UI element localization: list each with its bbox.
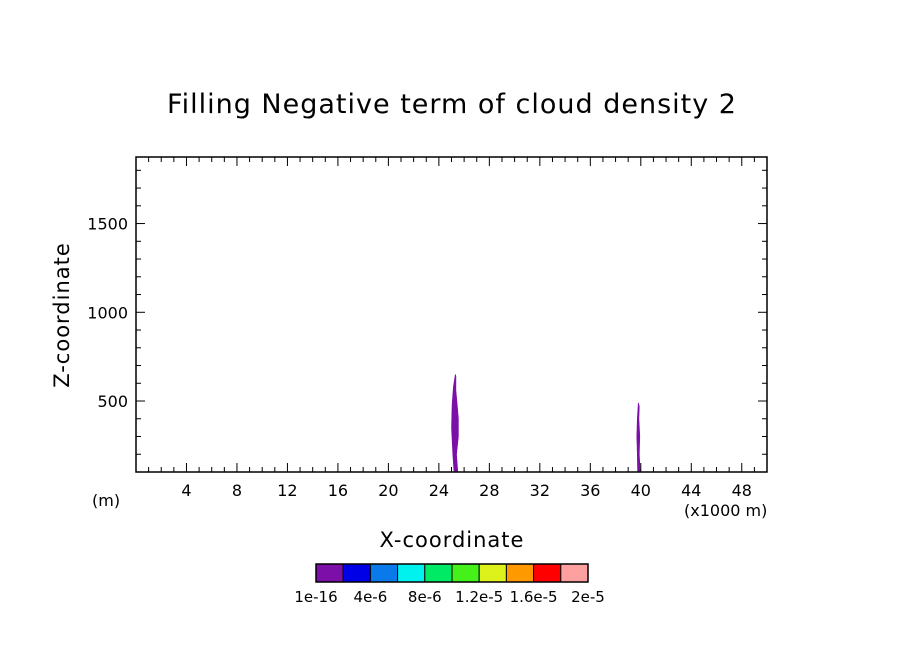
contour-region-2 (636, 402, 641, 473)
chart-title: Filling Negative term of cloud density 2 (167, 89, 737, 120)
x-tick-label: 40 (631, 481, 651, 500)
colorbar-swatch (424, 563, 453, 583)
x-tick-label: 44 (681, 481, 701, 500)
x-tick-label: 20 (378, 481, 398, 500)
colorbar-label: 8e-6 (408, 588, 442, 606)
x-tick-label: 32 (530, 481, 550, 500)
x-tick-label: 16 (328, 481, 348, 500)
colorbar-label: 1.6e-5 (510, 588, 558, 606)
x-tick-label: 24 (429, 481, 449, 500)
colorbar-swatch (342, 563, 371, 583)
colorbar-swatch (369, 563, 399, 583)
y-axis-unit: (m) (92, 491, 120, 510)
x-tick-label: 4 (181, 481, 191, 500)
y-tick-label: 1500 (87, 215, 128, 234)
colorbar-swatch (478, 563, 507, 583)
colorbar: 1e-16 4e-6 8e-6 1.2e-5 1.6e-5 2e-5 (294, 563, 605, 606)
colorbar-label: 1e-16 (294, 588, 337, 606)
colorbar-swatch (397, 563, 426, 583)
x-axis-unit: (x1000 m) (684, 501, 767, 520)
colorbar-label: 1.2e-5 (455, 588, 503, 606)
y-tick-label: 1000 (87, 303, 128, 322)
colorbar-swatch (533, 563, 562, 583)
plot-area (135, 156, 768, 473)
contour-fills (451, 374, 641, 473)
x-tick-label: 36 (580, 481, 600, 500)
x-tick-label: 8 (232, 481, 242, 500)
x-axis-title: X-coordinate (380, 528, 525, 552)
x-tick-label: 48 (732, 481, 752, 500)
colorbar-swatch (451, 563, 480, 583)
x-axis-tick-labels: 4 8 12 16 20 24 28 32 36 40 44 48 (181, 481, 752, 500)
colorbar-swatch (560, 563, 589, 583)
y-tick-label: 500 (97, 392, 128, 411)
colorbar-label: 4e-6 (354, 588, 388, 606)
axis-ticks (136, 157, 767, 472)
y-axis-title: Z-coordinate (50, 242, 74, 388)
colorbar-label: 2e-5 (571, 588, 605, 606)
colorbar-frame (315, 563, 589, 583)
contour-region-1 (451, 374, 459, 473)
colorbar-swatch (505, 563, 535, 583)
x-tick-label: 12 (277, 481, 297, 500)
y-axis-tick-labels: 500 1000 1500 (87, 215, 128, 411)
x-tick-label: 28 (479, 481, 499, 500)
colorbar-swatch (315, 563, 344, 583)
